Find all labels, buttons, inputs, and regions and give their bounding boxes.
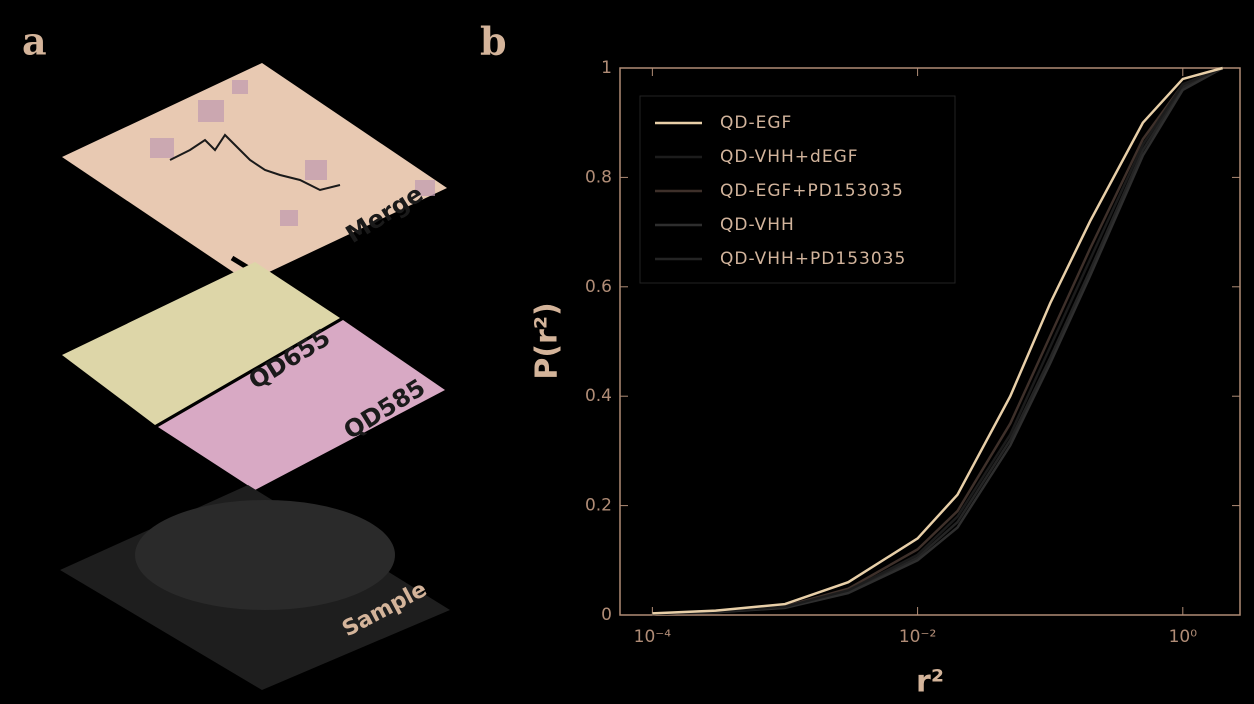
legend-label: QD-EGF: [720, 113, 792, 133]
qd585-layer: [158, 320, 445, 490]
legend-label: QD-VHH: [720, 215, 795, 235]
y-tick-label: 0.6: [585, 277, 612, 297]
x-tick-label: 10⁻²: [899, 627, 936, 647]
series-line: [652, 66, 1224, 615]
trajectory: [169, 133, 341, 192]
merge-spots: [150, 80, 435, 226]
legend-box: [639, 95, 956, 284]
legend-label: QD-EGF+PD153035: [720, 181, 904, 201]
series-line: [652, 66, 1224, 616]
x-tick-label: 10⁻⁴: [634, 627, 672, 647]
y-tick-label: 0: [601, 605, 612, 625]
legend-label: QD-VHH+PD153035: [720, 249, 906, 269]
y-axis-label: P(r²): [530, 302, 565, 379]
x-tick-label: 10⁰: [1169, 627, 1198, 647]
y-tick-label: 0.8: [585, 167, 612, 187]
merge-layer: [62, 63, 447, 282]
qd655-layer: [62, 262, 340, 425]
sample-cell: [135, 500, 395, 610]
y-tick-label: 0.4: [585, 386, 612, 406]
panel-label: a: [22, 19, 47, 64]
y-tick-label: 1: [601, 58, 612, 78]
panel-label: b: [480, 19, 507, 64]
x-axis-label: r²: [916, 665, 944, 700]
legend-label: QD-VHH+dEGF: [720, 147, 859, 167]
axes-frame: [619, 67, 1241, 616]
y-tick-label: 0.2: [585, 496, 612, 516]
